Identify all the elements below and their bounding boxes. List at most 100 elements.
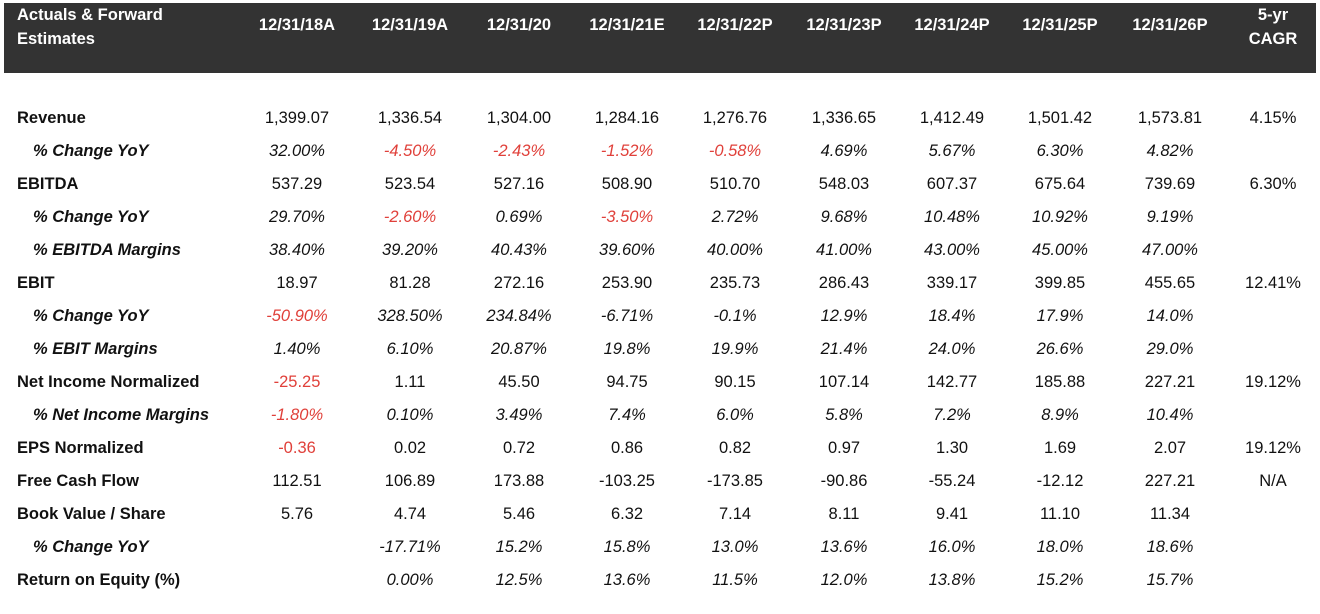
table-row: EBIT 18.97 81.28 272.16 253.90 235.73 286.43 33… [0, 267, 1320, 300]
table-cell: 1,501.42 [1027, 109, 1093, 127]
column-header: 12/31/25P [1022, 16, 1098, 34]
header-title: Actuals & Forward Estimates [17, 3, 237, 51]
row-label: % Change YoY [33, 208, 149, 226]
row-label: % Net Income Margins [33, 406, 210, 424]
table-cell: 45.50 [498, 373, 540, 391]
table-cell: 12.9% [820, 307, 868, 325]
table-cell: 0.72 [502, 439, 536, 457]
table-cell: -55.24 [928, 472, 976, 490]
table-cell: 18.4% [928, 307, 976, 325]
table-cell: 7.4% [608, 406, 646, 424]
table-cell: 81.28 [389, 274, 431, 292]
table-cell: 527.16 [493, 175, 545, 193]
table-row: % Net Income Margins -1.80% 0.10% 3.49% 7.4%… [0, 399, 1320, 432]
table-cell: 18.0% [1036, 538, 1084, 556]
table-cell: 39.60% [599, 241, 655, 259]
table-cell: 11.34 [1149, 505, 1191, 523]
table-cell: 1.30 [935, 439, 969, 457]
column-header: 12/31/18A [258, 16, 336, 34]
cagr-line2: CAGR [1248, 30, 1298, 48]
table-cell: 10.4% [1146, 406, 1194, 424]
table-cell: 26.6% [1036, 340, 1084, 358]
cagr-cell: 12.41% [1245, 274, 1301, 292]
table-cell: 12.5% [495, 571, 543, 589]
table-cell: 7.2% [933, 406, 971, 424]
table-cell: 1.40% [273, 340, 321, 358]
table-cell: 8.9% [1041, 406, 1079, 424]
table-cell: 8.11 [828, 505, 860, 523]
table-cell: 39.20% [382, 241, 438, 259]
table-cell: 328.50% [377, 307, 443, 325]
table-cell: 227.21 [1144, 472, 1196, 490]
table-cell: 10.48% [924, 208, 980, 226]
table-row: % Change YoY -17.71% 15.2% 15.8% 13.0% 13.6% 1… [0, 531, 1320, 564]
table-cell: 286.43 [818, 274, 870, 292]
table-cell: -1.52% [600, 142, 654, 160]
column-header: 12/31/20 [486, 16, 552, 34]
cagr-cell: 19.12% [1245, 373, 1301, 391]
table-cell: -50.90% [266, 307, 328, 325]
table-row: Net Income Normalized -25.25 1.11 45.50 94.7… [0, 366, 1320, 399]
table-cell: 537.29 [271, 175, 323, 193]
row-label: % Change YoY [33, 142, 149, 160]
table-cell: 0.86 [610, 439, 644, 457]
table-cell: 1,412.49 [919, 109, 985, 127]
table-cell: 40.00% [707, 241, 763, 259]
table-cell: 2.07 [1153, 439, 1187, 457]
table-cell: -173.85 [707, 472, 763, 490]
table-cell: 7.14 [718, 505, 752, 523]
table-cell: 47.00% [1142, 241, 1198, 259]
table-cell: 10.92% [1032, 208, 1088, 226]
table-cell: 19.8% [603, 340, 651, 358]
table-cell: 112.51 [272, 472, 322, 490]
table-cell: 38.40% [269, 241, 325, 259]
table-cell: 1,573.81 [1137, 109, 1203, 127]
table-row: % Change YoY 32.00% -4.50% -2.43% -1.52% -0.5… [0, 135, 1320, 168]
table-cell: 6.30% [1036, 142, 1084, 160]
row-label: % EBITDA Margins [33, 241, 181, 259]
table-cell: 13.8% [928, 571, 976, 589]
table-row: % EBITDA Margins 38.40% 39.20% 40.43% 39.60%… [0, 234, 1320, 267]
table-row: Free Cash Flow 112.51 106.89 173.88 -103.25 -… [0, 465, 1320, 498]
row-label: Revenue [17, 109, 86, 127]
table-cell: 739.69 [1144, 175, 1196, 193]
table-cell: 185.88 [1034, 373, 1086, 391]
table-cell: 227.21 [1144, 373, 1196, 391]
row-label: % EBIT Margins [33, 340, 158, 358]
table-cell: 18.97 [276, 274, 318, 292]
table-cell: 675.64 [1034, 175, 1086, 193]
table-cell: 17.9% [1036, 307, 1084, 325]
cagr-cell: 19.12% [1245, 439, 1301, 457]
table-cell: 107.14 [818, 373, 870, 391]
table-cell: 16.0% [928, 538, 976, 556]
table-header: Actuals & Forward Estimates 12/31/18A 12/… [4, 3, 1316, 73]
table-row: EPS Normalized -0.36 0.02 0.72 0.86 0.82 0.97 1… [0, 432, 1320, 465]
table-cell: 1,284.16 [594, 109, 660, 127]
column-header: 12/31/26P [1132, 16, 1208, 34]
table-cell: 13.6% [820, 538, 868, 556]
table-cell: -0.1% [713, 307, 757, 325]
table-cell: 9.68% [820, 208, 868, 226]
table-cell: 548.03 [818, 175, 870, 193]
table-cell: 29.0% [1146, 340, 1194, 358]
table-cell: -0.36 [278, 439, 316, 457]
row-label: EBITDA [17, 175, 79, 193]
table-cell: 510.70 [709, 175, 761, 193]
table-cell: -3.50% [600, 208, 654, 226]
cagr-cell: 4.15% [1249, 109, 1297, 127]
table-cell: 1,336.54 [377, 109, 443, 127]
table-cell: 339.17 [926, 274, 978, 292]
table-cell: 20.87% [491, 340, 547, 358]
table-cell: 508.90 [601, 175, 653, 193]
table-cell: 142.77 [926, 373, 978, 391]
table-cell: 0.82 [718, 439, 752, 457]
table-cell: 4.82% [1146, 142, 1194, 160]
table-cell: 272.16 [493, 274, 545, 292]
table-cell: 14.0% [1146, 307, 1194, 325]
column-header: 12/31/21E [589, 16, 665, 34]
row-label: Book Value / Share [17, 505, 166, 523]
table-cell: 1,336.65 [811, 109, 877, 127]
table-cell: 5.76 [280, 505, 314, 523]
table-cell: 94.75 [606, 373, 648, 391]
table-cell: 13.6% [603, 571, 651, 589]
